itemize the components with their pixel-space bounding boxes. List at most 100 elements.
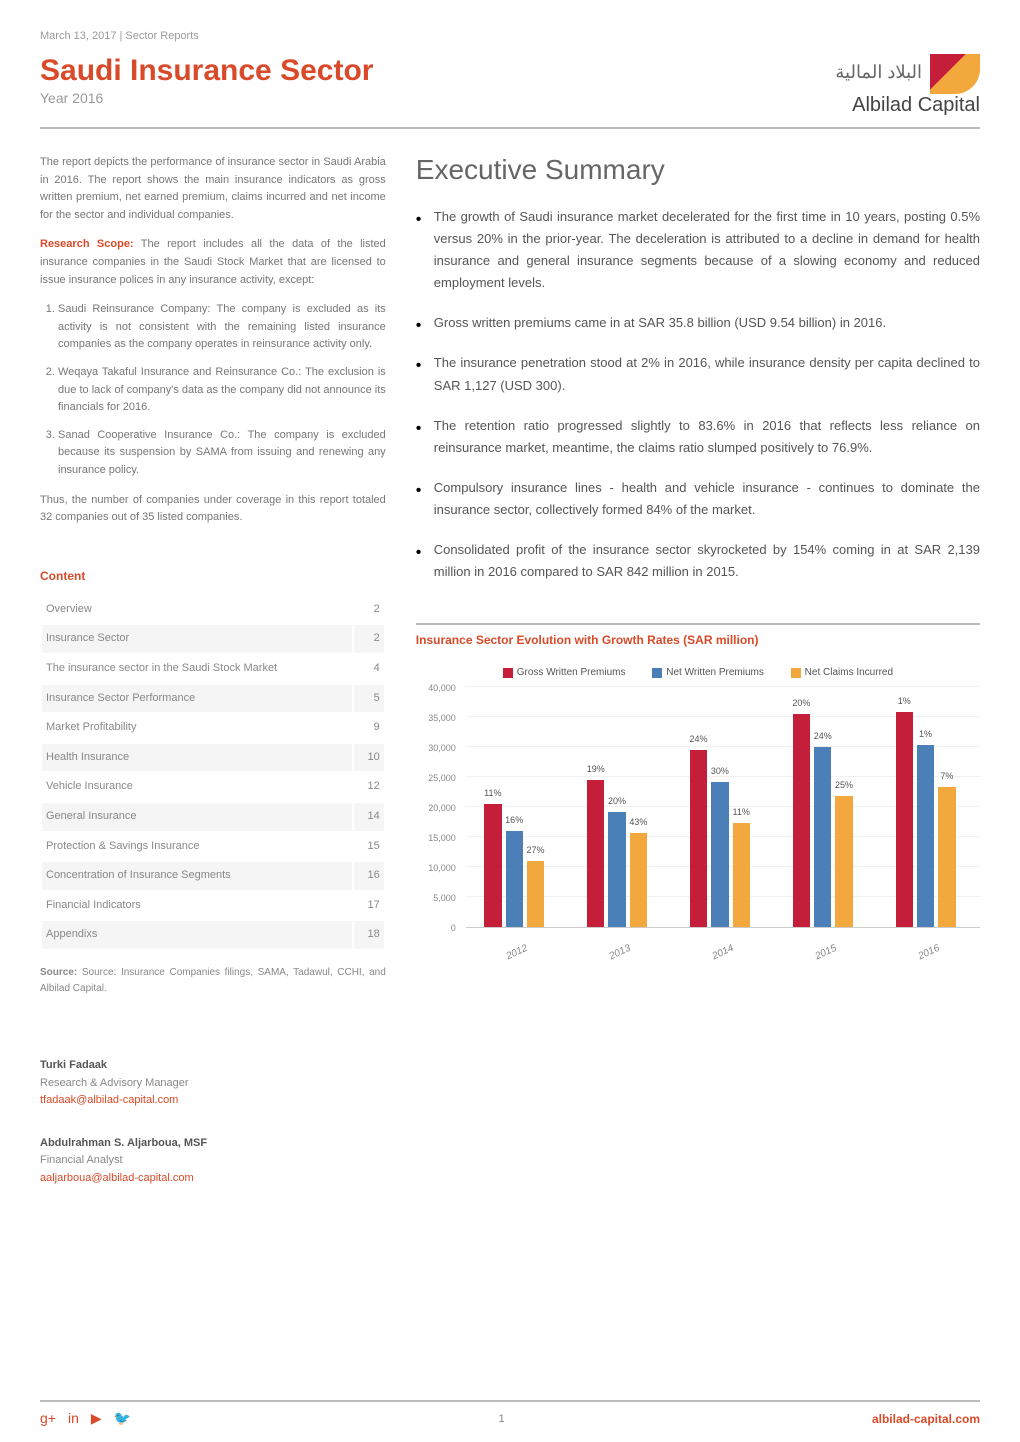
bar-label: 24% (690, 734, 708, 744)
bar-label: 1% (919, 729, 932, 739)
contacts: Turki Fadaak Research & Advisory Manager… (40, 1057, 386, 1188)
toc-page: 18 (354, 921, 384, 949)
y-tick: 10,000 (428, 863, 456, 873)
bar-label: 20% (608, 796, 626, 806)
legend-swatch-icon (791, 668, 801, 678)
toc-page: 5 (354, 685, 384, 713)
list-item: Compulsory insurance lines - health and … (416, 477, 980, 521)
logo: البلاد المالية Albilad Capital (835, 54, 980, 117)
chart-bar: 7% (938, 787, 955, 927)
y-tick: 20,000 (428, 803, 456, 813)
twitter-icon[interactable]: 🐦 (114, 1410, 131, 1427)
chart-bar: 30% (711, 782, 728, 927)
legend-item: Gross Written Premiums (503, 667, 626, 678)
bar-label: 20% (792, 698, 810, 708)
y-tick: 25,000 (428, 773, 456, 783)
googleplus-icon[interactable]: g+ (40, 1410, 56, 1427)
table-row: General Insurance14 (42, 803, 384, 831)
legend-label: Net Written Premiums (666, 667, 764, 678)
bar-group: 1%1%7% (896, 712, 956, 927)
table-row: Insurance Sector Performance5 (42, 685, 384, 713)
right-column: Executive Summary The growth of Saudi in… (416, 154, 980, 1213)
bar-label: 16% (505, 815, 523, 825)
bar-group: 20%24%25% (793, 714, 853, 927)
toc-label: General Insurance (42, 803, 352, 831)
toc-label: Health Insurance (42, 744, 352, 772)
page-subtitle: Year 2016 (40, 90, 373, 106)
list-item: The retention ratio progressed slightly … (416, 415, 980, 459)
title-block: Saudi Insurance Sector Year 2016 (40, 54, 373, 106)
contact-block: Turki Fadaak Research & Advisory Manager… (40, 1057, 386, 1110)
table-row: Insurance Sector2 (42, 625, 384, 653)
x-label: 2014 (710, 943, 735, 962)
bar-group: 11%16%27% (484, 804, 544, 927)
contact-role: Research & Advisory Manager (40, 1075, 386, 1093)
toc-label: Financial Indicators (42, 892, 352, 920)
toc-label: Insurance Sector Performance (42, 685, 352, 713)
chart-area: 0 5,000 10,000 15,000 20,000 25,000 30,000 35,0… (416, 688, 980, 968)
toc-label: Appendixs (42, 921, 352, 949)
youtube-icon[interactable]: ▶ (91, 1410, 102, 1427)
website-link[interactable]: albilad-capital.com (872, 1412, 980, 1426)
bar-label: 11% (733, 807, 750, 817)
chart-bar: 11% (484, 804, 501, 927)
chart-bar: 25% (835, 796, 852, 927)
table-row: Financial Indicators17 (42, 892, 384, 920)
chart-bar: 24% (690, 750, 707, 927)
toc-page: 17 (354, 892, 384, 920)
toc-label: Concentration of Insurance Segments (42, 862, 352, 890)
y-tick: 5,000 (433, 893, 456, 903)
chart-bar: 11% (733, 823, 750, 927)
list-item: Consolidated profit of the insurance sec… (416, 539, 980, 583)
source-text: Source: Insurance Companies filings, SAM… (40, 967, 386, 994)
toc-page: 9 (354, 714, 384, 742)
bar-label: 25% (835, 780, 853, 790)
toc-page: 14 (354, 803, 384, 831)
y-tick: 0 (451, 923, 456, 933)
toc-label: Insurance Sector (42, 625, 352, 653)
legend-item: Net Claims Incurred (791, 667, 893, 678)
intro-p1: The report depicts the performance of in… (40, 154, 386, 224)
chart-plot: 11%16%27%19%20%43%24%30%11%20%24%25%1%1%… (466, 688, 980, 928)
bar-label: 1% (898, 696, 911, 706)
list-item: Weqaya Takaful Insurance and Reinsurance… (58, 364, 386, 417)
chart-title: Insurance Sector Evolution with Growth R… (416, 633, 980, 647)
toc-page: 15 (354, 833, 384, 861)
toc-label: Vehicle Insurance (42, 773, 352, 801)
logo-english: Albilad Capital (835, 94, 980, 117)
y-tick: 15,000 (428, 833, 456, 843)
x-label: 2015 (813, 943, 838, 962)
x-label: 2016 (916, 943, 941, 962)
content-section: Content Overview2 Insurance Sector2 The … (40, 567, 386, 997)
chart-bar: 20% (793, 714, 810, 927)
linkedin-icon[interactable]: in (68, 1410, 79, 1427)
intro-scope: Research Scope: The report includes all … (40, 236, 386, 289)
table-row: Market Profitability9 (42, 714, 384, 742)
list-item: The insurance penetration stood at 2% in… (416, 352, 980, 396)
y-tick: 35,000 (428, 713, 456, 723)
table-row: Protection & Savings Insurance15 (42, 833, 384, 861)
list-item: The growth of Saudi insurance market dec… (416, 206, 980, 294)
y-tick: 40,000 (428, 683, 456, 693)
list-item: Sanad Cooperative Insurance Co.: The com… (58, 427, 386, 480)
legend-swatch-icon (652, 668, 662, 678)
chart-bar: 24% (814, 747, 831, 927)
chart-bar: 19% (587, 780, 604, 927)
page-number: 1 (498, 1413, 504, 1425)
toc-page: 16 (354, 862, 384, 890)
chart-bar: 20% (608, 812, 625, 927)
bar-group: 24%30% 11% (690, 750, 750, 927)
exec-bullets: The growth of Saudi insurance market dec… (416, 206, 980, 583)
toc-page: 10 (354, 744, 384, 772)
y-tick: 30,000 (428, 743, 456, 753)
contact-email[interactable]: tfadaak@albilad-capital.com (40, 1092, 386, 1110)
table-row: Appendixs18 (42, 921, 384, 949)
bar-label: 19% (587, 764, 605, 774)
chart-bar: 1% (896, 712, 913, 927)
scope-label: Research Scope: (40, 238, 134, 250)
source-note: Source: Source: Insurance Companies fili… (40, 965, 386, 997)
left-column: The report depicts the performance of in… (40, 154, 386, 1213)
bar-label: 7% (940, 771, 953, 781)
contact-email[interactable]: aaljarboua@albilad-capital.com (40, 1170, 386, 1188)
logo-arabic: البلاد المالية (835, 62, 922, 82)
